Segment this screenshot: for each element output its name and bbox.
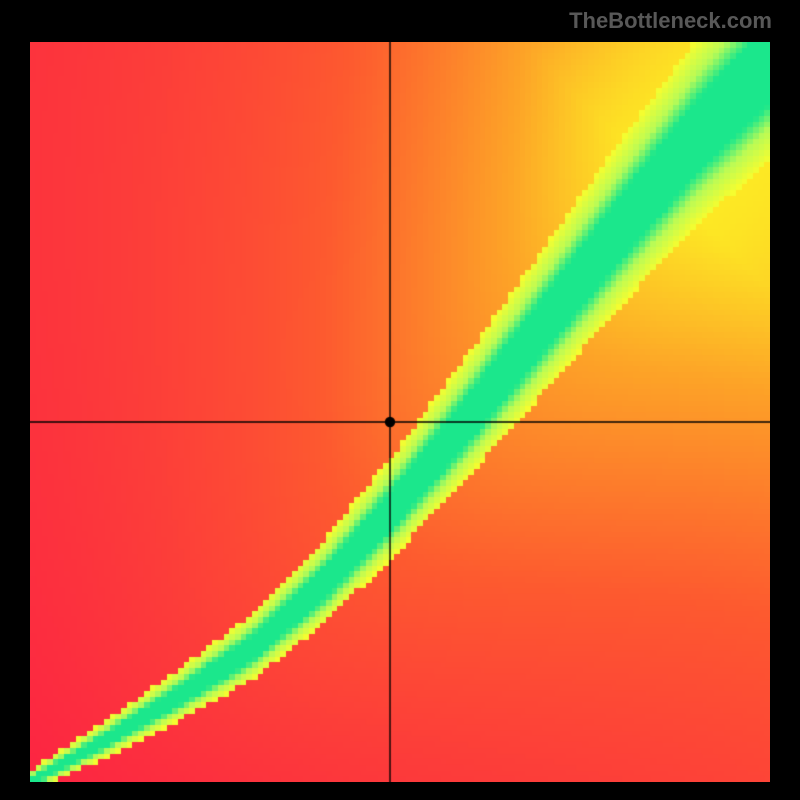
attribution-watermark: TheBottleneck.com [569, 8, 772, 34]
chart-container: { "attribution": { "text": "TheBottlenec… [0, 0, 800, 800]
crosshair-overlay [30, 42, 770, 782]
